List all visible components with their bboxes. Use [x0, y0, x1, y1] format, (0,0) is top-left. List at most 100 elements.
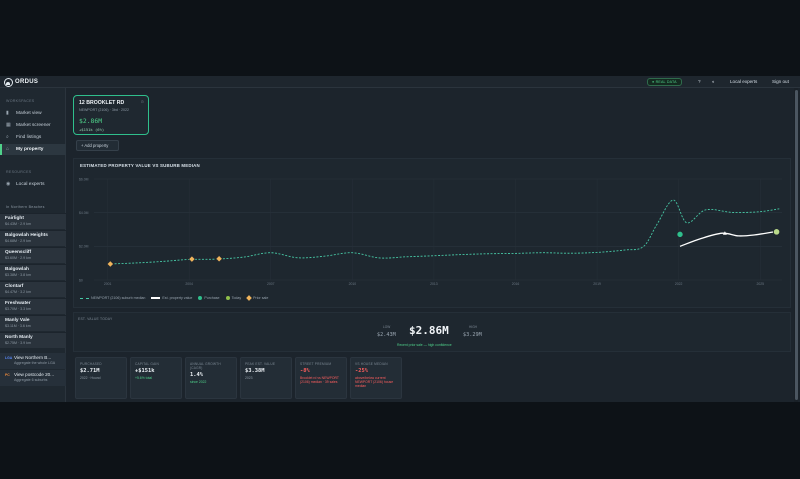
suburb-item[interactable]: Clontarf $4.47M · 3.2 km: [0, 281, 66, 297]
property-title: 12 BROOKLET RD: [79, 100, 125, 106]
legend-median: NEWPORT (2106) suburb median: [80, 296, 145, 300]
stat-card: PEAK EST. VALUE $3.38M 2023: [240, 357, 292, 399]
suburb-item[interactable]: Balgowlah Heights $4.68M · 2.9 km: [0, 230, 66, 246]
nav-label: Find listings: [16, 135, 42, 140]
property-gain: +$151k (6%): [79, 127, 105, 132]
theme-toggle-icon[interactable]: ◐: [712, 79, 715, 84]
property-card[interactable]: 12 BROOKLET RD ⊙ NEWPORT (2106) · 3bd · …: [73, 95, 149, 135]
stat-sub: +5.6% total: [135, 376, 153, 380]
chart-legend: NEWPORT (2106) suburb median Est. proper…: [80, 295, 268, 301]
workspaces-heading: WORKSPACES: [6, 99, 35, 103]
top-bar: ORDUS ● REAL DATA ? ◐ Local experts Sign…: [0, 76, 800, 88]
value-chart: $0 $2.0M $4.0M $6.0M 2001 2004 2007 2010 2013 201…: [79, 177, 782, 286]
stat-sub: 2022 · Hound: [80, 376, 101, 380]
value-today-panel: EST. VALUE TODAY LOW $2.43M $2.86M HIGH …: [73, 312, 791, 352]
suburb-name: North Manly: [5, 335, 33, 340]
suburb-name: Balgowlah Heights: [5, 233, 48, 238]
x-tick-label: 2007: [267, 282, 275, 286]
x-tick-label: 2013: [430, 282, 438, 286]
experts-icon: ◉: [6, 181, 11, 187]
y-tick-label: $0: [79, 278, 83, 282]
nav-find-listings[interactable]: ⌕ Find listings: [0, 132, 66, 143]
value-chart-panel: ESTIMATED PROPERTY VALUE VS SUBURB MEDIA…: [73, 158, 791, 308]
suburb-name: Clontarf: [5, 284, 24, 289]
suburb-item[interactable]: North Manly $2.75M · 3.9 km: [0, 332, 66, 348]
property-value: $2.86M: [79, 117, 103, 125]
nav-label: My property: [16, 147, 44, 152]
legend-median-label: NEWPORT (2106) suburb median: [91, 296, 146, 300]
aggregate-badge: LGA: [5, 356, 13, 360]
peak-marker: [722, 231, 727, 235]
scrollbar[interactable]: [794, 88, 798, 402]
suburb-item[interactable]: Manly Vale $3.11M · 3.6 km: [0, 315, 66, 331]
real-data-badge: ● REAL DATA: [647, 78, 682, 86]
suburb-name: Fairlight: [5, 216, 24, 221]
sign-out-link[interactable]: Sign out: [772, 79, 789, 84]
suburb-name: Queenscliff: [5, 250, 32, 255]
stat-card: VS HOUSE MEDIAN -25% above/below current N…: [350, 357, 402, 399]
dashed-line-swatch: [80, 297, 89, 299]
nav-market-view[interactable]: ▮ Market view: [0, 108, 66, 119]
suburb-item[interactable]: Queenscliff $3.60M · 2.9 km: [0, 247, 66, 263]
home-icon: ⌂: [6, 146, 10, 152]
listings-icon: ⌕: [6, 134, 9, 140]
legend-purchase-label: Purchase: [204, 296, 220, 300]
stat-value: +$151k: [135, 368, 155, 374]
low-value: $2.43M: [377, 332, 396, 338]
solid-line-swatch: [151, 297, 161, 299]
estimated-value: $2.86M: [409, 324, 449, 337]
suburb-stats: $4.47M · 3.2 km: [5, 290, 31, 294]
stat-card: PURCHASED $2.71M 2022 · Hound: [75, 357, 127, 399]
suburb-item[interactable]: Freshwater $3.70M · 3.3 km: [0, 298, 66, 314]
legend-today-label: Today: [231, 296, 242, 300]
help-icon[interactable]: ?: [698, 79, 701, 84]
stat-sub: above/below current NEWPORT (2106) house…: [355, 376, 394, 388]
aggregate-sub: Aggregate 6 suburbs: [14, 378, 48, 382]
purchase-marker: [676, 231, 684, 238]
nav-local-experts[interactable]: ◉ Local experts: [0, 179, 66, 190]
aggregate-sub: Aggregate the whole LGA: [14, 361, 56, 365]
value-today-label: EST. VALUE TODAY: [78, 317, 113, 321]
app-window: ORDUS ● REAL DATA ? ◐ Local experts Sign…: [0, 76, 800, 402]
suburb-stats: $3.60M · 2.9 km: [5, 256, 31, 260]
nav-label: Local experts: [16, 182, 45, 187]
nav-my-property[interactable]: ⌂ My property: [0, 144, 66, 155]
high-label: HIGH: [469, 325, 477, 329]
nav-label: Market screener: [16, 123, 51, 128]
suburb-item[interactable]: Fairlight $4.43M · 2.9 km: [0, 213, 66, 229]
nav-market-screener[interactable]: ▦ Market screener: [0, 120, 66, 131]
legend-prior: Prior sale: [246, 295, 268, 301]
legend-today: Today: [225, 296, 242, 300]
prior-sale-marker: [215, 255, 223, 263]
stat-label: PEAK EST. VALUE: [245, 362, 276, 366]
remove-property-icon[interactable]: ⊙: [140, 99, 144, 104]
local-experts-link[interactable]: Local experts: [730, 79, 758, 84]
stat-label: CAPITAL GAIN: [135, 362, 160, 366]
suburb-stats: $3.38M · 3.8 km: [5, 273, 31, 277]
confidence-note: Recent prior sale — high confidence: [397, 343, 452, 347]
stat-sub: since 2022: [190, 380, 207, 384]
stat-sub: 2023: [245, 376, 253, 380]
screener-icon: ▦: [6, 122, 11, 128]
scrollbar-thumb[interactable]: [794, 90, 798, 400]
median-series-line: [107, 199, 780, 265]
brand-logo[interactable]: ORDUS: [4, 77, 38, 87]
view-lga-item[interactable]: LGA View Northern B... Aggregate the whole…: [0, 353, 66, 369]
resources-heading: RESOURCES: [6, 170, 32, 174]
x-tick-label: 2022: [675, 282, 683, 286]
add-property-button[interactable]: + Add property: [76, 140, 119, 151]
stat-label: STREET PREMIUM: [300, 362, 332, 366]
region-heading: In Northern Beaches: [6, 205, 45, 209]
suburb-stats: $4.68M · 2.9 km: [5, 239, 31, 243]
view-postcode-item[interactable]: PC View postcode 20... Aggregate 6 suburbs: [0, 370, 66, 386]
y-tick-label: $2.0M: [79, 245, 89, 249]
estimate-series-line: [679, 231, 774, 247]
brand-name: ORDUS: [15, 79, 39, 85]
stat-label: PURCHASED: [80, 362, 102, 366]
nav-label: Market view: [16, 111, 42, 116]
stat-label: VS HOUSE MEDIAN: [355, 362, 388, 366]
stat-sub: Brooklet rd vs NEWPORT (2106) median · 3…: [300, 376, 339, 384]
ordus-logo-icon: [4, 77, 13, 87]
y-tick-label: $4.0M: [79, 211, 89, 215]
suburb-item[interactable]: Balgowlah $3.38M · 3.8 km: [0, 264, 66, 280]
